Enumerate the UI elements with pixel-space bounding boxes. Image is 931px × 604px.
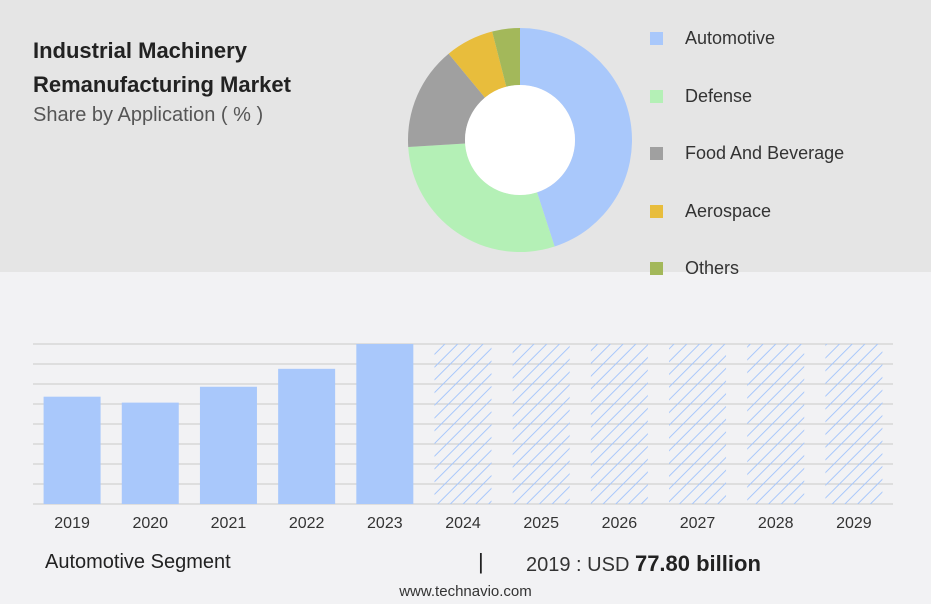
x-tick-label: 2023 [367,515,403,532]
bar-forecast-2026 [590,344,648,504]
bar-forecast-2025 [512,344,570,504]
x-tick-label: 2021 [211,515,247,532]
source-url: www.technavio.com [399,583,532,600]
x-tick-label: 2020 [132,515,168,532]
legend-item: Food And Beverage [650,125,920,183]
legend-item: Automotive [650,10,920,68]
footer-separator: | [478,549,484,574]
bar-chart: 2019 2020 2021 2022 2023 2024 2025 2026 2027 2028… [33,343,893,532]
bar-forecast-2027 [669,344,727,504]
legend-label: Aerospace [685,200,772,221]
x-tick-label: 2026 [602,515,638,532]
legend-item: Defense [650,68,920,126]
donut-slice-food-and-beverage [408,53,485,148]
x-tick-label: 2027 [680,515,716,532]
donut-hole [465,85,575,195]
bar-2021 [199,386,257,504]
bar-2019 [43,396,101,504]
legend: Automotive Defense Food And Beverage Aerosp… [650,10,920,298]
bar-2022 [278,368,336,504]
footer-stat: 2019 : USD 77.80 billion [526,551,761,577]
legend-swatch [650,204,663,218]
legend-swatch [650,262,663,276]
donut-slice-others [492,28,520,87]
bar-2023 [356,344,414,504]
donut-slice-automotive [520,28,633,247]
legend-item: Aerospace [650,183,920,241]
donut-chart [408,28,633,252]
segment-label: Automotive Segment [45,551,231,573]
x-tick-label: 2029 [836,515,872,532]
legend-item: Others [650,240,920,298]
bar-forecast-2028 [747,344,805,504]
x-tick-label: 2024 [445,515,481,532]
legend-label: Defense [685,85,753,106]
x-tick-label: 2028 [758,515,794,532]
bar-forecast-2024 [434,344,492,504]
footer-year-text: 2019 : USD [526,554,630,576]
legend-swatch [650,32,663,46]
donut-slice-defense [408,143,555,252]
legend-label: Food And Beverage [685,143,845,164]
legend-label: Automotive [685,28,776,49]
chart-title: Industrial Machinery Remanufacturing Mar… [33,38,291,97]
x-tick-label: 2019 [54,515,90,532]
x-tick-label: 2025 [523,515,559,532]
donut-slice-aerospace [448,31,507,98]
footer-value-text: 77.80 billion [634,551,761,576]
x-tick-label: 2022 [289,515,325,532]
bar-forecast-2029 [825,344,883,504]
legend-swatch [650,147,663,161]
bar-2020 [121,402,179,504]
legend-label: Others [685,258,740,279]
legend-swatch [650,89,663,103]
chart-subtitle: Share by Application ( % ) [33,104,264,126]
